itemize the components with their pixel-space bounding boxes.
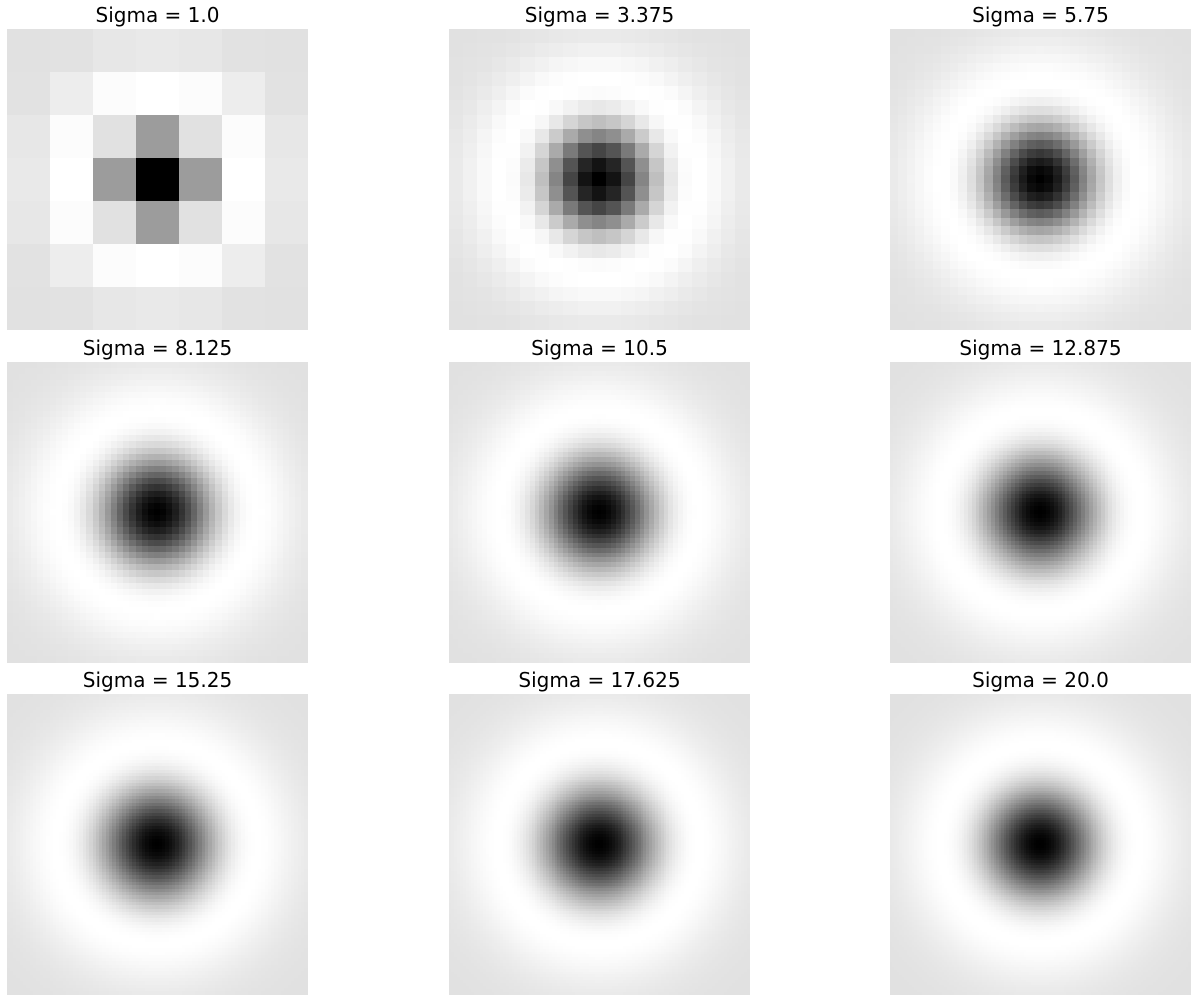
- heatmap-image: [7, 29, 308, 330]
- heatmap-image: [890, 694, 1191, 995]
- panel-title: Sigma = 1.0: [95, 3, 220, 27]
- heatmap-image: [890, 362, 1191, 663]
- heatmap-image: [7, 362, 308, 663]
- heatmap-image: [7, 694, 308, 995]
- heatmap-image: [890, 29, 1191, 330]
- panel-title: Sigma = 8.125: [82, 336, 233, 360]
- heatmap-image: [449, 694, 750, 995]
- panel-title: Sigma = 20.0: [972, 668, 1109, 692]
- panel-title: Sigma = 17.625: [518, 668, 681, 692]
- panel-title: Sigma = 3.375: [524, 3, 675, 27]
- heatmap-image: [449, 29, 750, 330]
- panel-title: Sigma = 10.5: [531, 336, 668, 360]
- panel-title: Sigma = 12.875: [959, 336, 1122, 360]
- heatmap-image: [449, 362, 750, 663]
- panel-title: Sigma = 15.25: [82, 668, 233, 692]
- panel-title: Sigma = 5.75: [972, 3, 1109, 27]
